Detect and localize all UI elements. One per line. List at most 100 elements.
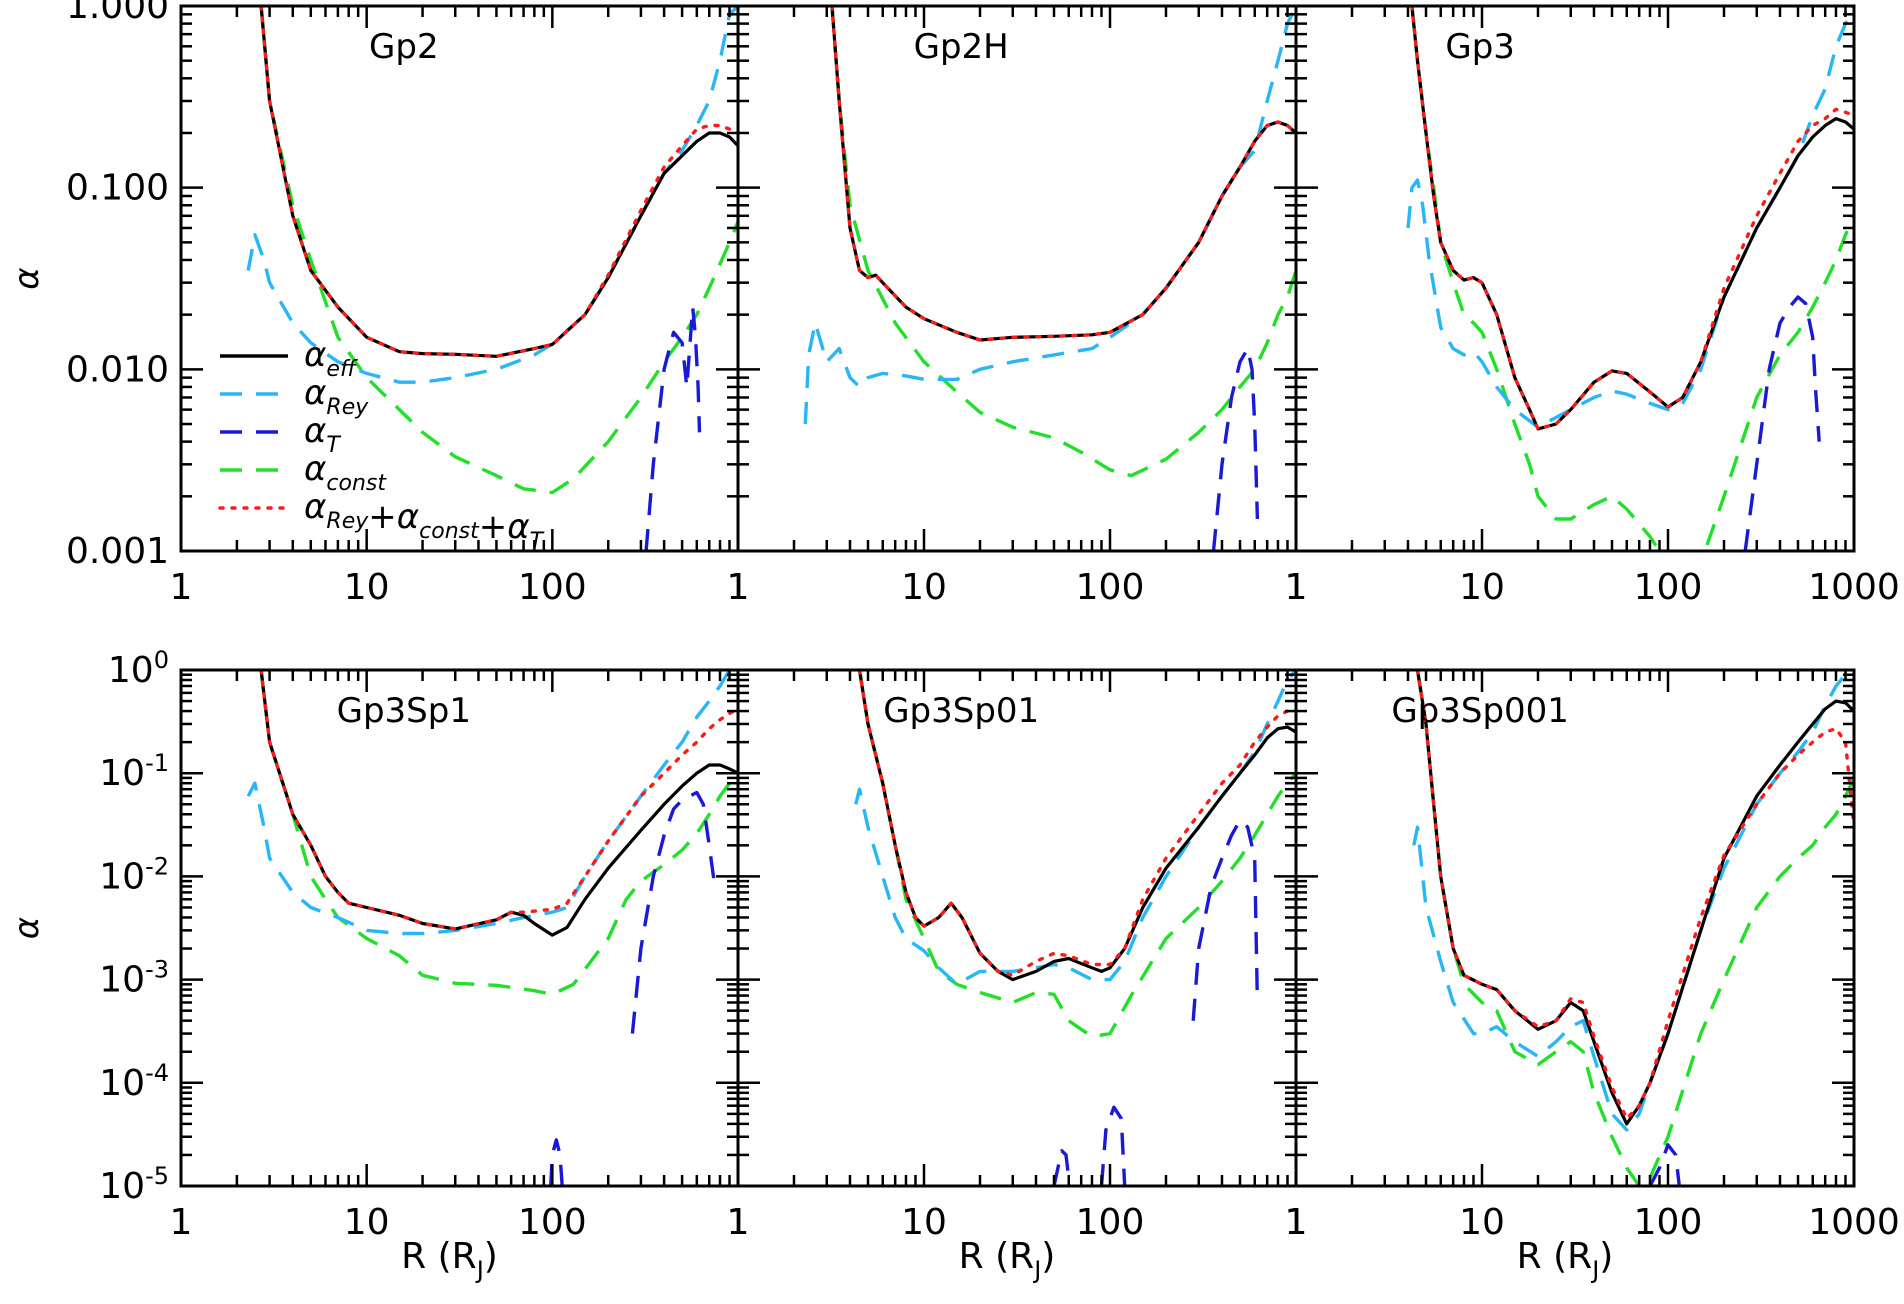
- series-line-const: [259, 670, 738, 996]
- x-tick-label: 100: [1634, 1202, 1703, 1243]
- series-line-T: [644, 305, 702, 551]
- y-tick-label: 1.000: [66, 0, 169, 27]
- series-group: [803, 6, 1296, 551]
- x-tick-label: 1: [1285, 1202, 1308, 1243]
- y-tick-label: 0.001: [66, 531, 169, 572]
- x-tick-label: 10: [344, 1202, 390, 1243]
- series-line-T: [1211, 346, 1260, 551]
- series-line-rey: [246, 6, 738, 384]
- series-line-sum: [259, 670, 738, 931]
- series-line-T_b: [1052, 1149, 1071, 1186]
- series-group: [854, 670, 1296, 1186]
- plot-frame: [1294, 4, 1856, 553]
- series-line-eff: [1415, 670, 1854, 1126]
- series-line-const_b: [1703, 215, 1854, 551]
- x-tick-label: 100: [518, 567, 587, 608]
- panel-gp2h: Gp2H 1 10 100 1: [727, 4, 1307, 608]
- series-line-T: [1191, 818, 1260, 1021]
- panel-gp3: Gp3 1 10 100 1000: [1285, 4, 1900, 608]
- plot-frame: [736, 4, 1298, 553]
- series-line-sum: [1415, 670, 1854, 1121]
- panel-title: Gp3Sp001: [1391, 691, 1569, 731]
- series-line-T: [630, 790, 717, 1034]
- x-tick-label: 1: [727, 1202, 750, 1243]
- series-line-eff: [1410, 6, 1854, 431]
- series-line-rey: [1406, 6, 1854, 429]
- series-line-eff: [830, 6, 1296, 342]
- panel-title: Gp3: [1445, 27, 1515, 67]
- y-axis-label: α: [7, 917, 47, 939]
- x-axis-label: R (RJ): [1517, 1236, 1614, 1284]
- plot-frame: [1294, 668, 1856, 1188]
- series-line-const: [259, 6, 738, 495]
- x-tick-label: 10: [344, 567, 390, 608]
- series-line-const: [830, 6, 1296, 478]
- x-tick-label: 1: [727, 1202, 750, 1243]
- x-tick-label: 1: [1285, 1202, 1308, 1243]
- y-tick-label: 10-2: [99, 852, 169, 897]
- panel-title: Gp2H: [914, 27, 1009, 67]
- y-tick-label: 0.100: [66, 168, 169, 209]
- x-tick-label: 1000: [1808, 567, 1900, 608]
- plot-frame: [736, 668, 1298, 1188]
- series-line-sum: [857, 670, 1296, 977]
- y-tick-label: 10-4: [99, 1059, 169, 1104]
- series-line-const: [1415, 670, 1854, 1186]
- y-tick-label: 100: [108, 646, 169, 691]
- panel-title: Gp3Sp1: [337, 691, 471, 731]
- x-tick-label: 10: [901, 567, 947, 608]
- series-line-sum: [259, 6, 738, 358]
- series-line-const: [1410, 6, 1662, 551]
- y-tick-label: 10-1: [99, 749, 169, 794]
- series-line-const: [857, 670, 1296, 1039]
- legend-label-sum: αRey+αconst+αT: [304, 487, 545, 554]
- series-line-T_c: [1099, 1105, 1127, 1186]
- series-group: [1406, 6, 1854, 551]
- y-tick-label: 10-3: [99, 956, 169, 1001]
- panel-gp3sp001: Gp3Sp001 1 10 100 1000: [1285, 668, 1900, 1243]
- x-tick-label: 1: [170, 1202, 193, 1243]
- y-tick-label: 0.010: [66, 349, 169, 390]
- series-group: [246, 670, 738, 1186]
- legend-label-T: αT: [304, 411, 341, 458]
- panel-title: Gp2: [369, 27, 439, 67]
- x-tick-label: 1: [170, 567, 193, 608]
- x-tick-label: 1000: [1808, 1202, 1900, 1243]
- series-line-T: [1743, 295, 1821, 551]
- x-axis-label: R (RJ): [401, 1236, 498, 1284]
- x-tick-label: 10: [901, 1202, 947, 1243]
- y-axis-label: α: [7, 267, 47, 289]
- x-tick-label: 10: [1459, 1202, 1505, 1243]
- series-line-sum: [830, 6, 1296, 342]
- legend-label-const: αconst: [304, 449, 387, 496]
- x-tick-label: 10: [1459, 567, 1505, 608]
- panel-title: Gp3Sp01: [883, 691, 1039, 731]
- panel-gp3sp01: Gp3Sp01 1 10 100 1: [727, 668, 1308, 1243]
- series-group: [246, 6, 738, 551]
- series-group: [1412, 670, 1854, 1186]
- series-line-eff: [259, 6, 738, 358]
- series-line-T: [1648, 1143, 1681, 1186]
- x-tick-label: 1: [727, 567, 750, 608]
- series-line-rey: [803, 6, 1296, 425]
- legend-label-rey: αRey: [304, 373, 369, 420]
- series-line-sum: [1410, 6, 1854, 431]
- x-tick-label: 100: [1076, 1202, 1145, 1243]
- series-line-rey: [246, 670, 731, 936]
- series-line-eff: [857, 670, 1296, 982]
- x-tick-label: 1: [727, 567, 750, 608]
- x-tick-label: 100: [1076, 567, 1145, 608]
- series-line-rey: [1412, 670, 1854, 1132]
- x-tick-label: 1: [1285, 567, 1308, 608]
- x-tick-label: 100: [518, 1202, 587, 1243]
- legend-label-eff: αeff: [304, 335, 358, 382]
- y-tick-label: 10-5: [99, 1162, 169, 1207]
- axis-labels: R (RJ) R (RJ) R (RJ): [401, 1236, 1613, 1284]
- x-tick-label: 100: [1634, 567, 1703, 608]
- x-axis-label: R (RJ): [959, 1236, 1056, 1284]
